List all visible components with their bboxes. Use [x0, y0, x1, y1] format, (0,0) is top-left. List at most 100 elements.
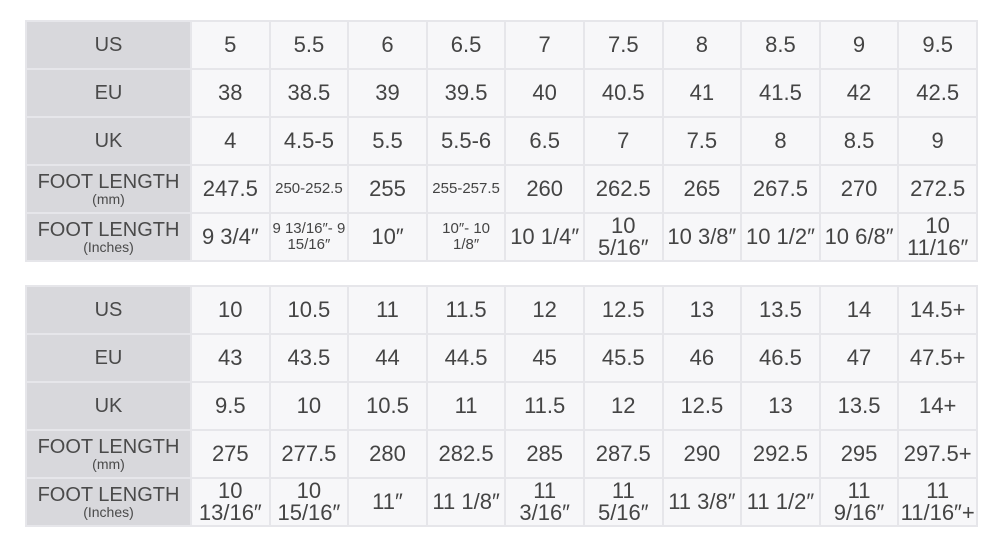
table-cell: 295: [818, 429, 900, 479]
table-cell: 290: [661, 429, 743, 479]
table-cell: 47: [818, 333, 900, 383]
table-cell: 39: [347, 68, 428, 118]
row-header: EU: [25, 333, 192, 383]
table-cell: 12: [504, 285, 585, 335]
table-cell: 282.5: [425, 429, 507, 479]
table-cell: 41: [661, 68, 743, 118]
table-cell: 11 9/16″: [818, 477, 900, 527]
table-cell: 10.5: [268, 285, 350, 335]
table-cell: 250-252.5: [268, 164, 350, 214]
table-cell: 44.5: [425, 333, 507, 383]
table-row: FOOT LENGTH (mm) 247.5 250-252.5 255 255-257.…: [25, 164, 978, 214]
table-cell: 260: [504, 164, 585, 214]
table-row: UK 9.5 10 10.5 11 11.5 12 12.5 13 13.5 14+: [25, 381, 978, 431]
table-cell: 14.5+: [897, 285, 978, 335]
row-label: FOOT LENGTH: [37, 484, 180, 506]
table-cell: 10: [268, 381, 350, 431]
table-cell: 9 3/4″: [190, 212, 271, 262]
table-cell: 42: [818, 68, 900, 118]
table-cell: 9: [897, 116, 978, 166]
table-cell: 11.5: [425, 285, 507, 335]
table-cell: 5: [190, 20, 271, 70]
table-cell: 10: [190, 285, 271, 335]
table-cell: 10 3/8″: [661, 212, 743, 262]
table-row: US 5 5.5 6 6.5 7 7.5 8 8.5 9 9.5: [25, 20, 978, 70]
row-header: UK: [25, 116, 192, 166]
table-cell: 6.5: [504, 116, 585, 166]
table-cell: 6.5: [425, 20, 507, 70]
table-cell: 44: [347, 333, 428, 383]
table-cell: 10 13/16″: [190, 477, 271, 527]
row-label: FOOT LENGTH: [37, 171, 180, 193]
table-row: US 10 10.5 11 11.5 12 12.5 13 13.5 14 14.5+: [25, 285, 978, 335]
row-label: FOOT LENGTH: [37, 436, 180, 458]
table-row: FOOT LENGTH (mm) 275 277.5 280 282.5 285 287.5 2…: [25, 429, 978, 479]
table-cell: 267.5: [740, 164, 821, 214]
table-cell: 11: [425, 381, 507, 431]
table-cell: 12.5: [582, 285, 664, 335]
table-cell: 10 11/16″: [897, 212, 978, 262]
table-cell: 255: [347, 164, 428, 214]
table-cell: 5.5: [268, 20, 350, 70]
row-header: FOOT LENGTH (mm): [25, 429, 192, 479]
table-cell: 8: [661, 20, 743, 70]
table-cell: 9.5: [190, 381, 271, 431]
table-cell: 9: [818, 20, 900, 70]
row-label: UK: [94, 130, 123, 152]
size-chart-table-2: US 10 10.5 11 11.5 12 12.5 13 13.5 14 14.5+ EU 43 43.…: [25, 285, 978, 527]
table-cell: 11 11/16″+: [897, 477, 978, 527]
row-header: US: [25, 20, 192, 70]
table-cell: 42.5: [897, 68, 978, 118]
table-cell: 38.5: [268, 68, 350, 118]
table-cell: 10 1/2″: [740, 212, 821, 262]
table-cell: 247.5: [190, 164, 271, 214]
table-cell: 7: [504, 20, 585, 70]
table-cell: 9.5: [897, 20, 978, 70]
row-header: EU: [25, 68, 192, 118]
table-cell: 265: [661, 164, 743, 214]
table-cell: 10 1/4″: [504, 212, 585, 262]
row-header: US: [25, 285, 192, 335]
table-cell: 11: [347, 285, 428, 335]
row-label: UK: [94, 395, 123, 417]
table-row: UK 4 4.5-5 5.5 5.5-6 6.5 7 7.5 8 8.5 9: [25, 116, 978, 166]
table-cell: 10.5: [347, 381, 428, 431]
table-cell: 297.5+: [897, 429, 978, 479]
row-label: US: [94, 299, 123, 321]
table-cell: 270: [818, 164, 900, 214]
table-cell: 45.5: [582, 333, 664, 383]
table-cell: 8.5: [818, 116, 900, 166]
table-cell: 275: [190, 429, 271, 479]
row-label: US: [94, 34, 123, 56]
table-cell: 9 13/16″- 9 15/16″: [268, 212, 350, 262]
table-cell: 45: [504, 333, 585, 383]
table-cell: 40: [504, 68, 585, 118]
table-row: EU 38 38.5 39 39.5 40 40.5 41 41.5 42 42.5: [25, 68, 978, 118]
row-unit: (Inches): [83, 239, 134, 255]
table-cell: 13.5: [740, 285, 821, 335]
table-cell: 4: [190, 116, 271, 166]
table-cell: 12: [582, 381, 664, 431]
table-cell: 10 15/16″: [268, 477, 350, 527]
table-cell: 11 1/8″: [425, 477, 507, 527]
table-cell: 7.5: [661, 116, 743, 166]
table-cell: 5.5-6: [425, 116, 507, 166]
table-cell: 4.5-5: [268, 116, 350, 166]
table-cell: 13: [661, 285, 743, 335]
table-cell: 6: [347, 20, 428, 70]
table-cell: 13.5: [818, 381, 900, 431]
table-cell: 11 1/2″: [740, 477, 821, 527]
table-cell: 11″: [347, 477, 428, 527]
table-cell: 10 5/16″: [582, 212, 664, 262]
table-cell: 11 5/16″: [582, 477, 664, 527]
table-cell: 13: [740, 381, 821, 431]
table-cell: 39.5: [425, 68, 507, 118]
table-cell: 14: [818, 285, 900, 335]
table-cell: 8: [740, 116, 821, 166]
table-cell: 41.5: [740, 68, 821, 118]
table-cell: 8.5: [740, 20, 821, 70]
table-cell: 11.5: [504, 381, 585, 431]
table-cell: 280: [347, 429, 428, 479]
row-label: EU: [94, 82, 123, 104]
table-cell: 11 3/8″: [661, 477, 743, 527]
